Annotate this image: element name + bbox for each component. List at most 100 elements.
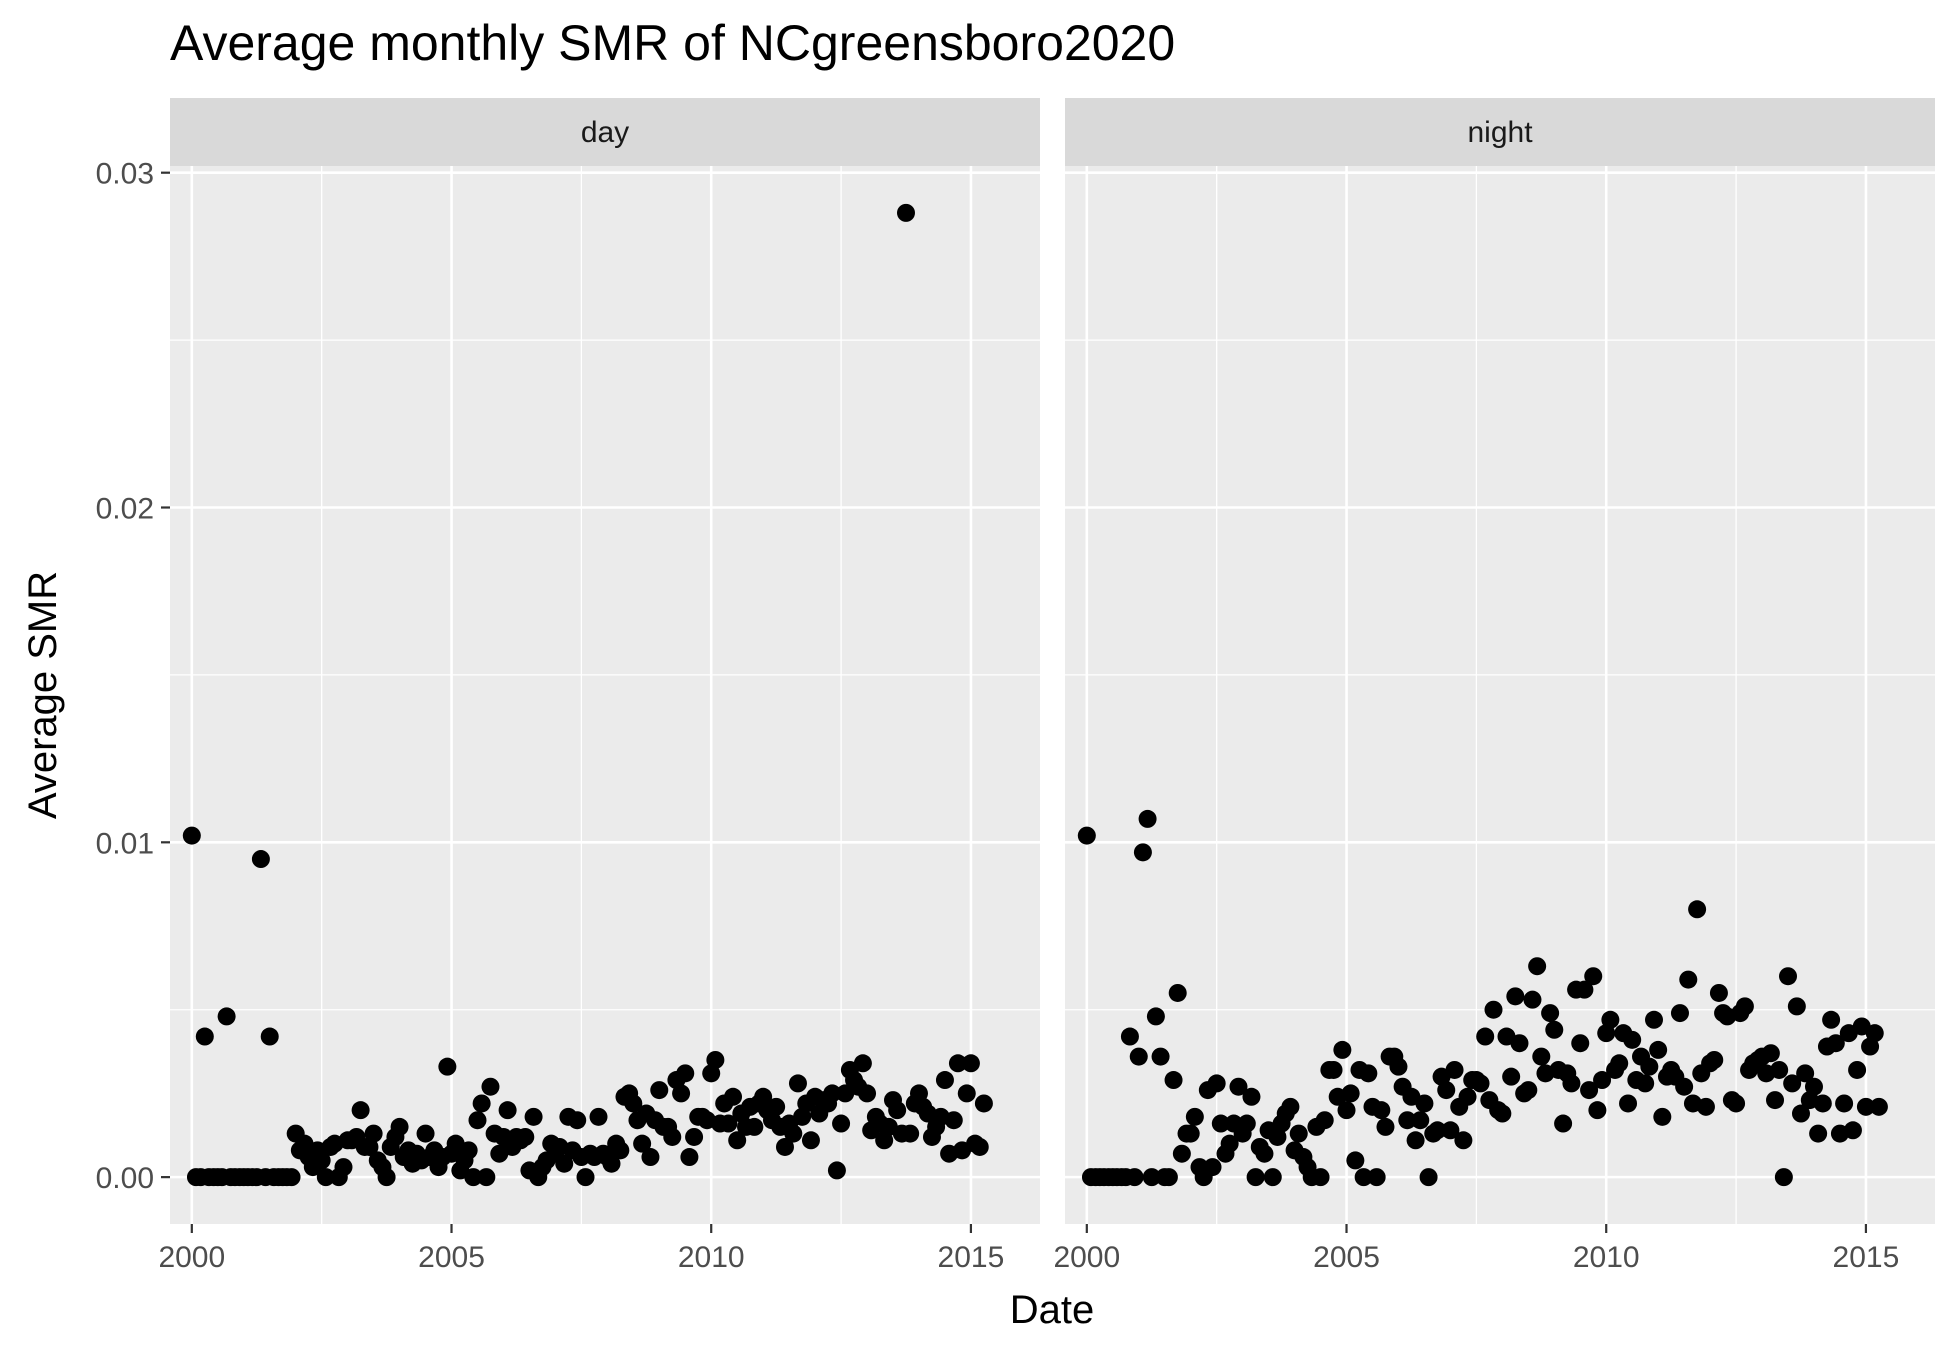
data-point-night (1406, 1131, 1425, 1150)
chart-title: Average monthly SMR of NCgreensboro2020 (170, 15, 1175, 71)
major-gridlines-day (170, 166, 1040, 1224)
data-point-night (1237, 1114, 1256, 1133)
data-point-night (1645, 1010, 1664, 1029)
data-point-night (1415, 1094, 1434, 1113)
data-point-night (1220, 1134, 1239, 1153)
data-point-day (641, 1148, 660, 1167)
data-point-day (853, 1054, 872, 1073)
data-point-night (1593, 1071, 1612, 1090)
data-point-day (784, 1124, 803, 1143)
data-point-night (1554, 1114, 1573, 1133)
data-point-night (1848, 1060, 1867, 1079)
data-point-night (1804, 1077, 1823, 1096)
x-tick-label: 2015 (938, 1241, 1005, 1274)
data-point-night (1709, 983, 1728, 1002)
data-point-night (1623, 1030, 1642, 1049)
data-point-day (624, 1094, 643, 1113)
data-point-day (468, 1111, 487, 1130)
data-point-night (1571, 1034, 1590, 1053)
data-point-night (1588, 1101, 1607, 1120)
data-point-night (1168, 983, 1187, 1002)
data-point-night (1419, 1168, 1438, 1187)
data-point-night (1324, 1060, 1343, 1079)
plot-panel-day (170, 166, 1040, 1224)
data-point-day (745, 1117, 764, 1136)
data-point-night (1138, 809, 1157, 828)
data-point-night (1735, 997, 1754, 1016)
data-point-night (1389, 1057, 1408, 1076)
data-point-night (1761, 1044, 1780, 1063)
data-point-day (888, 1101, 907, 1120)
facet-panel-day: day 2000 2005 2010 2015 (158, 98, 1040, 1274)
data-point-night (1532, 1047, 1551, 1066)
data-point-day (724, 1087, 743, 1106)
data-point-night (1289, 1124, 1308, 1143)
data-point-night (1869, 1097, 1888, 1116)
data-point-day (974, 1094, 993, 1113)
data-point-night (1441, 1121, 1460, 1140)
x-axis-ticks-night: 2000 2005 2010 2015 (1053, 1224, 1899, 1274)
data-point-night (1120, 1027, 1139, 1046)
data-point-night (1311, 1168, 1330, 1187)
data-point-night (1411, 1111, 1430, 1130)
data-point-day (672, 1084, 691, 1103)
data-point-day (481, 1077, 500, 1096)
data-point-day (788, 1074, 807, 1093)
data-point-day (568, 1111, 587, 1130)
data-point-day (858, 1084, 877, 1103)
data-point-night (1727, 1094, 1746, 1113)
data-point-night (1813, 1094, 1832, 1113)
data-point-night (1640, 1057, 1659, 1076)
data-point-night (1783, 1074, 1802, 1093)
data-point-day (416, 1124, 435, 1143)
data-point-day (948, 1054, 967, 1073)
data-point-night (1826, 1034, 1845, 1053)
facet-strip-night (1065, 98, 1935, 166)
data-point-day (472, 1094, 491, 1113)
data-point-night (1584, 967, 1603, 986)
data-point-night (1506, 987, 1525, 1006)
data-point-night (1359, 1064, 1378, 1083)
data-point-day (680, 1148, 699, 1167)
x-axis-ticks-day: 2000 2005 2010 2015 (158, 1224, 1004, 1274)
data-point-day (498, 1101, 517, 1120)
data-point-day (516, 1127, 535, 1146)
data-point-night (1229, 1077, 1248, 1096)
data-point-night (1133, 843, 1152, 862)
data-point-day (775, 1137, 794, 1156)
data-point-night (1575, 980, 1594, 999)
data-point-day (823, 1084, 842, 1103)
data-point-day (589, 1107, 608, 1126)
data-point-day (182, 826, 201, 845)
data-point-night (1653, 1107, 1672, 1126)
data-point-day (935, 1071, 954, 1090)
data-point-day (316, 1168, 335, 1187)
data-point-night (1246, 1168, 1265, 1187)
data-point-night (1151, 1047, 1170, 1066)
data-point-night (1519, 1081, 1538, 1100)
data-point-night (1255, 1144, 1274, 1163)
data-point-night (1580, 1081, 1599, 1100)
data-point-day (685, 1127, 704, 1146)
data-point-night (1843, 1121, 1862, 1140)
data-point-night (1601, 1010, 1620, 1029)
data-point-day (706, 1050, 725, 1069)
plot-panel-night (1065, 166, 1935, 1224)
data-point-night (1471, 1074, 1490, 1093)
data-point-night (1376, 1117, 1395, 1136)
data-point-night (1679, 970, 1698, 989)
x-tick-label: 2000 (1053, 1241, 1120, 1274)
data-point-night (1541, 1004, 1560, 1023)
data-point-day (351, 1101, 370, 1120)
data-point-night (1670, 1004, 1689, 1023)
data-point-day (676, 1064, 695, 1083)
data-point-night (1545, 1020, 1564, 1039)
data-point-day (944, 1111, 963, 1130)
data-point-day (961, 1054, 980, 1073)
data-point-night (1484, 1000, 1503, 1019)
data-point-day (633, 1134, 652, 1153)
data-point-day (767, 1097, 786, 1116)
facet-strip-day (170, 98, 1040, 166)
data-point-night (1774, 1168, 1793, 1187)
data-point-night (1696, 1097, 1715, 1116)
